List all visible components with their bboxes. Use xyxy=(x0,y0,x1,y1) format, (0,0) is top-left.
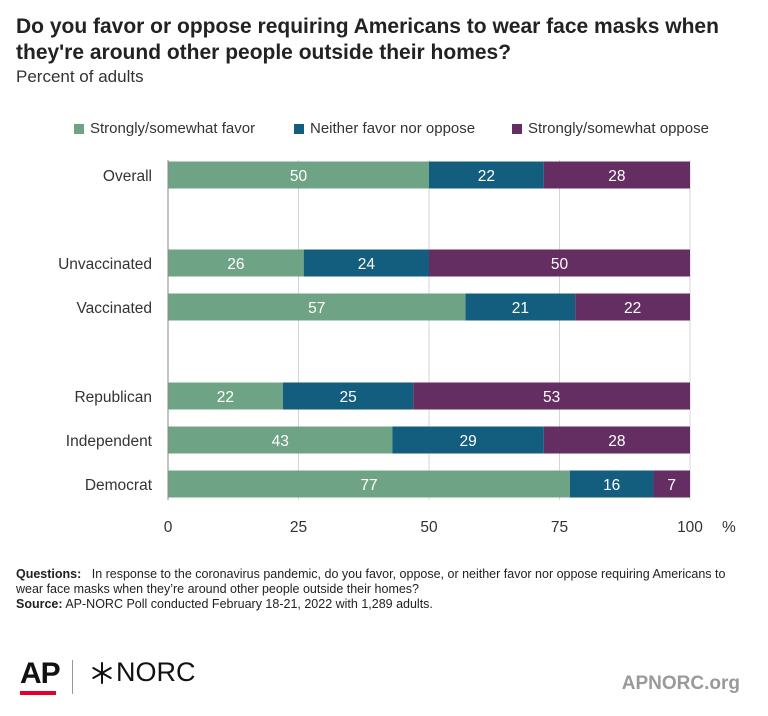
legend-item-neither: Neither favor nor oppose xyxy=(294,120,475,137)
x-tick-label-0: 0 xyxy=(164,519,173,536)
ap-logo-underline xyxy=(20,691,56,695)
legend-item-oppose: Strongly/somewhat oppose xyxy=(512,120,709,137)
x-axis-unit: % xyxy=(722,519,736,536)
chart-notes: Questions: In response to the coronaviru… xyxy=(16,567,752,612)
x-tick-label-75: 75 xyxy=(551,519,568,536)
x-tick-label-50: 50 xyxy=(420,519,438,536)
data-label-1-3: 25 xyxy=(339,389,356,406)
x-tick-label-25: 25 xyxy=(290,519,307,536)
x-tick-label-100: 100 xyxy=(677,519,703,536)
bar-0-2 xyxy=(168,293,466,321)
chart-subtitle: Percent of adults xyxy=(16,67,144,86)
category-label-4: Independent xyxy=(66,433,153,450)
legend-item-favor: Strongly/somewhat favor xyxy=(74,120,255,137)
data-label-0-2: 57 xyxy=(308,300,325,317)
data-label-1-4: 29 xyxy=(460,433,477,450)
bar-2-5 xyxy=(653,470,690,498)
data-label-1-1: 24 xyxy=(358,256,376,273)
bar-1-4 xyxy=(392,426,544,454)
legend-swatch-oppose xyxy=(512,123,522,134)
questions-text: In response to the coronavirus pandemic,… xyxy=(16,567,726,596)
data-label-1-0: 22 xyxy=(478,168,495,185)
chart-title: Do you favor or oppose requiring America… xyxy=(16,15,719,64)
data-label-1-2: 21 xyxy=(512,300,529,317)
norc-star-icon xyxy=(92,661,112,684)
bar-2-0 xyxy=(543,161,690,189)
legend-label-oppose: Strongly/somewhat oppose xyxy=(528,120,709,137)
data-label-0-4: 43 xyxy=(272,433,289,450)
data-label-2-4: 28 xyxy=(608,433,625,450)
legend: Strongly/somewhat favor Neither favor no… xyxy=(0,120,768,144)
data-label-0-5: 77 xyxy=(360,477,377,494)
legend-swatch-neither xyxy=(294,123,304,134)
legend-label-neither: Neither favor nor oppose xyxy=(310,120,476,137)
source-label: Source: xyxy=(16,597,63,611)
norc-logo-text: NORC xyxy=(116,657,196,687)
bar-0-3 xyxy=(168,382,283,410)
category-label-2: Vaccinated xyxy=(76,300,152,317)
category-label-1: Unvaccinated xyxy=(58,256,152,273)
bar-1-5 xyxy=(569,470,654,498)
source-text: AP-NORC Poll conducted February 18-21, 2… xyxy=(65,597,433,611)
category-label-0: Overall xyxy=(103,168,152,185)
bar-1-2 xyxy=(465,293,576,321)
bar-0-0 xyxy=(168,161,429,189)
bar-0-4 xyxy=(168,426,393,454)
bar-2-1 xyxy=(429,249,690,277)
legend-swatch-favor xyxy=(74,123,84,134)
data-label-2-1: 50 xyxy=(551,256,569,273)
bar-1-3 xyxy=(282,382,414,410)
bar-0-5 xyxy=(168,470,570,498)
bar-2-2 xyxy=(575,293,690,321)
category-label-3: Republican xyxy=(74,389,152,406)
data-label-2-0: 28 xyxy=(608,168,625,185)
category-label-5: Democrat xyxy=(85,477,153,494)
data-label-0-1: 26 xyxy=(227,256,244,273)
norc-logo: NORC xyxy=(90,657,196,688)
source-note: Source: AP-NORC Poll conducted February … xyxy=(16,597,752,612)
data-label-2-3: 53 xyxy=(543,389,560,406)
ap-logo: AP xyxy=(20,657,61,690)
data-label-2-2: 22 xyxy=(624,300,641,317)
logo-divider xyxy=(72,660,73,694)
questions-note: Questions: In response to the coronaviru… xyxy=(16,567,752,597)
bar-1-0 xyxy=(429,161,544,189)
bar-1-1 xyxy=(303,249,429,277)
data-label-0-0: 50 xyxy=(290,168,308,185)
data-label-0-3: 22 xyxy=(217,389,234,406)
bar-0-1 xyxy=(168,249,304,277)
legend-label-favor: Strongly/somewhat favor xyxy=(90,120,256,137)
questions-label: Questions: xyxy=(16,567,82,581)
site-url: APNORC.org xyxy=(621,673,740,694)
data-label-2-5: 7 xyxy=(667,477,676,494)
bar-2-3 xyxy=(413,382,690,410)
bar-2-4 xyxy=(543,426,690,454)
data-label-1-5: 16 xyxy=(603,477,620,494)
